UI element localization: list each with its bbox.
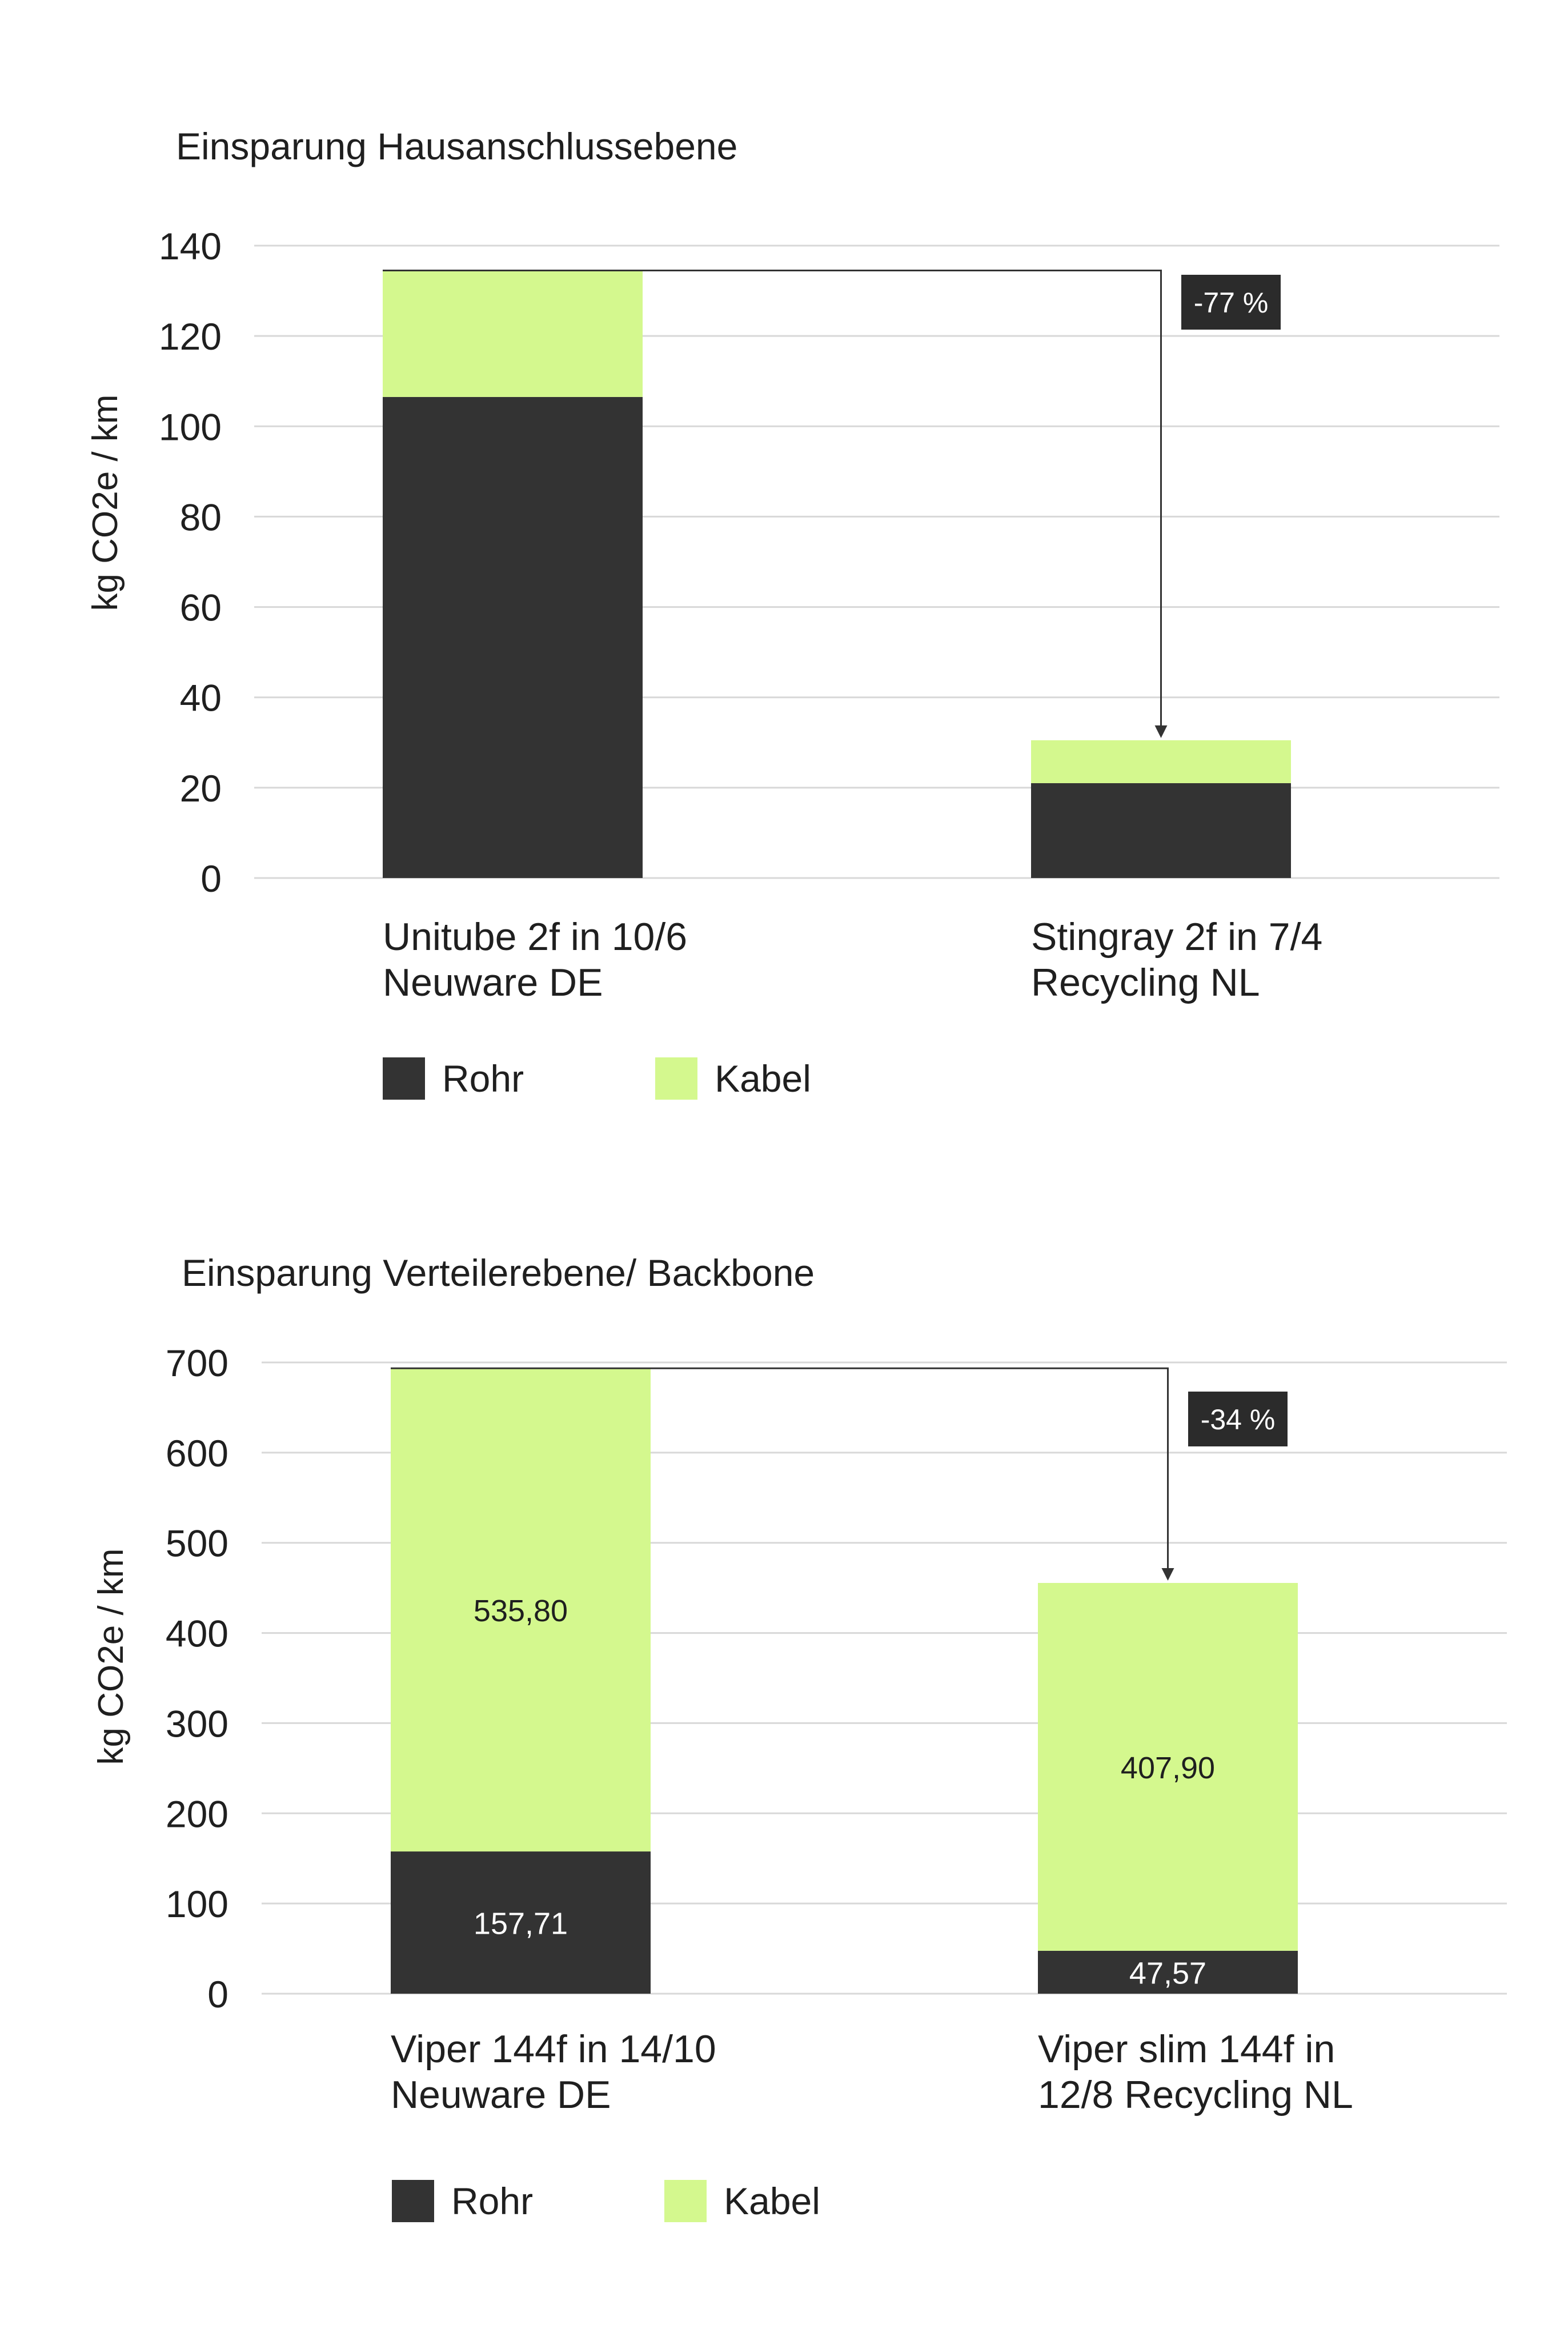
reduction-badge [1181, 275, 1281, 330]
legend-label-kabel: Kabel [715, 1057, 811, 1100]
y-tick-label: 600 [166, 1432, 228, 1474]
data-label: 407,90 [1121, 1751, 1215, 1785]
legend-item-rohr: Rohr [383, 1057, 524, 1100]
arrow-head [1154, 725, 1168, 738]
y-tick-label: 120 [159, 315, 222, 358]
category-label: Stingray 2f in 7/4 Recycling NL [1031, 915, 1323, 1004]
arrow-head [1161, 1568, 1174, 1581]
chart-svg: 0 100 200 300 400 500 600 700 kg CO2e / km 157,71… [91, 1342, 1507, 2015]
y-tick-label: 0 [207, 1973, 228, 2015]
y-tick-label: 400 [166, 1613, 228, 1655]
legend-item-rohr: Rohr [392, 2179, 533, 2223]
y-tick-label: 80 [180, 496, 222, 538]
reduction-badge [1188, 1392, 1288, 1446]
category-label: Viper slim 144f in 12/8 Recycling NL [1038, 2027, 1353, 2116]
category-label: Viper 144f in 14/10 Neuware DE [391, 2027, 716, 2116]
legend-item-kabel: Kabel [664, 2179, 820, 2223]
bar-kabel [1031, 740, 1291, 783]
legend: Rohr Kabel [392, 2179, 952, 2223]
y-tick-label: 100 [159, 406, 222, 448]
bar-kabel [383, 270, 643, 397]
legend-swatch-rohr [383, 1057, 425, 1100]
y-tick-label: 500 [166, 1522, 228, 1565]
comparison-line [391, 1367, 1169, 1571]
y-tick-label: 0 [200, 857, 222, 900]
bar-rohr [1031, 783, 1291, 878]
chart-svg: 0 20 40 60 80 100 120 140 kg CO2e / km -77 % [86, 225, 1499, 900]
legend-item-kabel: Kabel [655, 1057, 811, 1100]
y-tick-label: 300 [166, 1702, 228, 1745]
bar-rohr [391, 1851, 651, 1994]
y-axis-label: kg CO2e / km [86, 395, 125, 611]
bar-rohr [383, 396, 643, 878]
bar-kabel [391, 1368, 651, 1852]
data-label: 47,57 [1129, 1956, 1206, 1990]
y-tick-label: 60 [180, 587, 222, 629]
comparison-line [383, 269, 1162, 728]
data-label: 157,71 [474, 1907, 568, 1941]
y-tick-label: 100 [166, 1883, 228, 1925]
reduction-label: -77 % [1194, 287, 1269, 319]
y-tick-label: 200 [166, 1793, 228, 1835]
bar-kabel [1038, 1583, 1298, 1951]
legend-label-rohr: Rohr [442, 1057, 524, 1100]
chart-verteilerebene: Einsparung Verteilerebene/ Backbone 0 100… [0, 1154, 1568, 2345]
y-tick-label: 140 [159, 225, 222, 267]
chart-title: Einsparung Hausanschlussebene [176, 125, 738, 167]
y-tick-label: 700 [166, 1342, 228, 1384]
chart-title: Einsparung Verteilerebene/ Backbone [182, 1252, 815, 1294]
data-label: 535,80 [474, 1594, 568, 1628]
legend-label-kabel: Kabel [724, 2180, 820, 2222]
chart-hausanschluss: Einsparung Hausanschlussebene 0 20 40 60 80 1… [0, 0, 1568, 1171]
legend-label-rohr: Rohr [451, 2180, 534, 2222]
category-label: Unitube 2f in 10/6 Neuware DE [383, 915, 688, 1004]
y-axis-label: kg CO2e / km [91, 1549, 131, 1765]
reduction-label: -34 % [1201, 1404, 1276, 1436]
legend-swatch-kabel [655, 1057, 698, 1100]
legend: Rohr Kabel [383, 1057, 943, 1100]
bar-rohr [1038, 1950, 1298, 1994]
y-tick-label: 20 [180, 767, 222, 809]
legend-swatch-kabel [664, 2180, 707, 2222]
y-tick-label: 40 [180, 677, 222, 719]
legend-swatch-rohr [392, 2180, 434, 2222]
